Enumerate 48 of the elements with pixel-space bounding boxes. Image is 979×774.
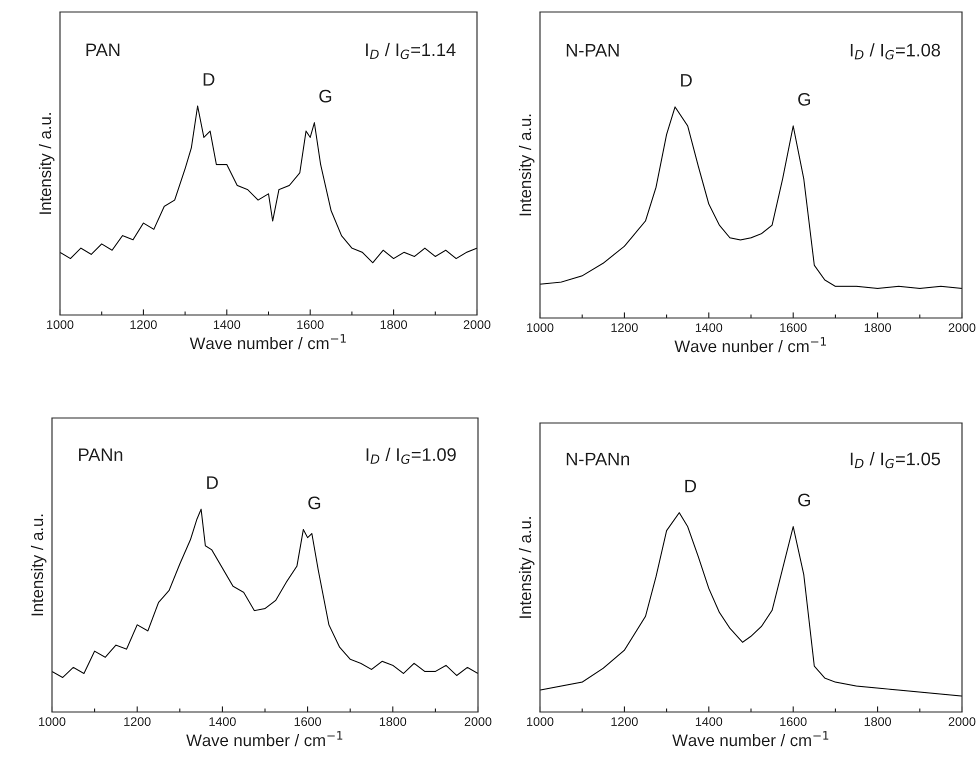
x-tick-label: 1000 xyxy=(527,323,554,332)
text: N-PANn xyxy=(566,452,630,466)
x-tick-label: 1200 xyxy=(611,717,638,726)
text: I$_{D}$ / I$_{G}$=1.09 xyxy=(366,448,456,464)
text: PANn xyxy=(79,448,122,461)
x-axis-title: Wave number / cm$^{−1}$ xyxy=(672,731,828,746)
x-tick-label: 1600 xyxy=(294,717,322,726)
text: D xyxy=(207,476,218,489)
text: I$_{D}$ / I$_{G}$=1.05 xyxy=(850,452,940,468)
text: N-PAN xyxy=(566,44,619,56)
x-axis-title: Wave number / cm$^{−1}$ xyxy=(190,334,346,350)
text: D xyxy=(204,73,214,86)
x-tick-label: 1600 xyxy=(297,320,324,330)
x-tick-label: 1800 xyxy=(864,323,892,332)
x-tick-label: 1200 xyxy=(130,320,157,330)
text: D xyxy=(685,480,696,492)
x-tick-label: 1200 xyxy=(124,717,151,726)
x-tick-label: 1000 xyxy=(47,320,74,330)
x-tick-label: 2000 xyxy=(948,323,976,332)
x-tick-label: 1600 xyxy=(780,323,807,332)
x-tick-label: 2000 xyxy=(948,717,976,726)
y-axis-title: Intensity / a.u. xyxy=(518,114,534,216)
x-tick-label: 1000 xyxy=(527,717,554,726)
x-tick-label: 1800 xyxy=(864,717,892,726)
x-tick-label: 1400 xyxy=(696,323,722,332)
y-axis-title: Intensity / a.u. xyxy=(30,514,46,616)
x-tick-label: 1400 xyxy=(214,320,240,330)
x-axis-title: Wave nunber / cm$^{−1}$ xyxy=(674,337,826,352)
text: D xyxy=(681,74,692,87)
x-tick-label: 1000 xyxy=(39,717,66,726)
y-axis-title: Intensity / a.u. xyxy=(518,517,534,618)
x-tick-label: 2000 xyxy=(464,320,490,330)
text: I$_{D}$ / I$_{G}$=1.14 xyxy=(366,42,456,60)
text: G xyxy=(798,92,810,106)
x-tick-label: 1600 xyxy=(780,717,807,726)
x-tick-label: 1800 xyxy=(380,320,408,330)
x-tick-label: 1400 xyxy=(209,717,236,726)
x-tick-label: 1200 xyxy=(611,323,638,332)
x-axis-title: Wave number / cm$^{−1}$ xyxy=(186,731,342,746)
text: G xyxy=(319,90,332,103)
text: PAN xyxy=(86,44,120,56)
x-tick-label: 1800 xyxy=(380,717,406,726)
text: I$_{D}$ / I$_{G}$=1.08 xyxy=(850,43,940,60)
x-tick-label: 2000 xyxy=(464,717,492,726)
y-axis-title: Intensity / a.u. xyxy=(38,113,54,214)
x-tick-label: 1400 xyxy=(696,717,722,726)
text: G xyxy=(798,494,810,506)
annotation: G xyxy=(308,496,320,510)
